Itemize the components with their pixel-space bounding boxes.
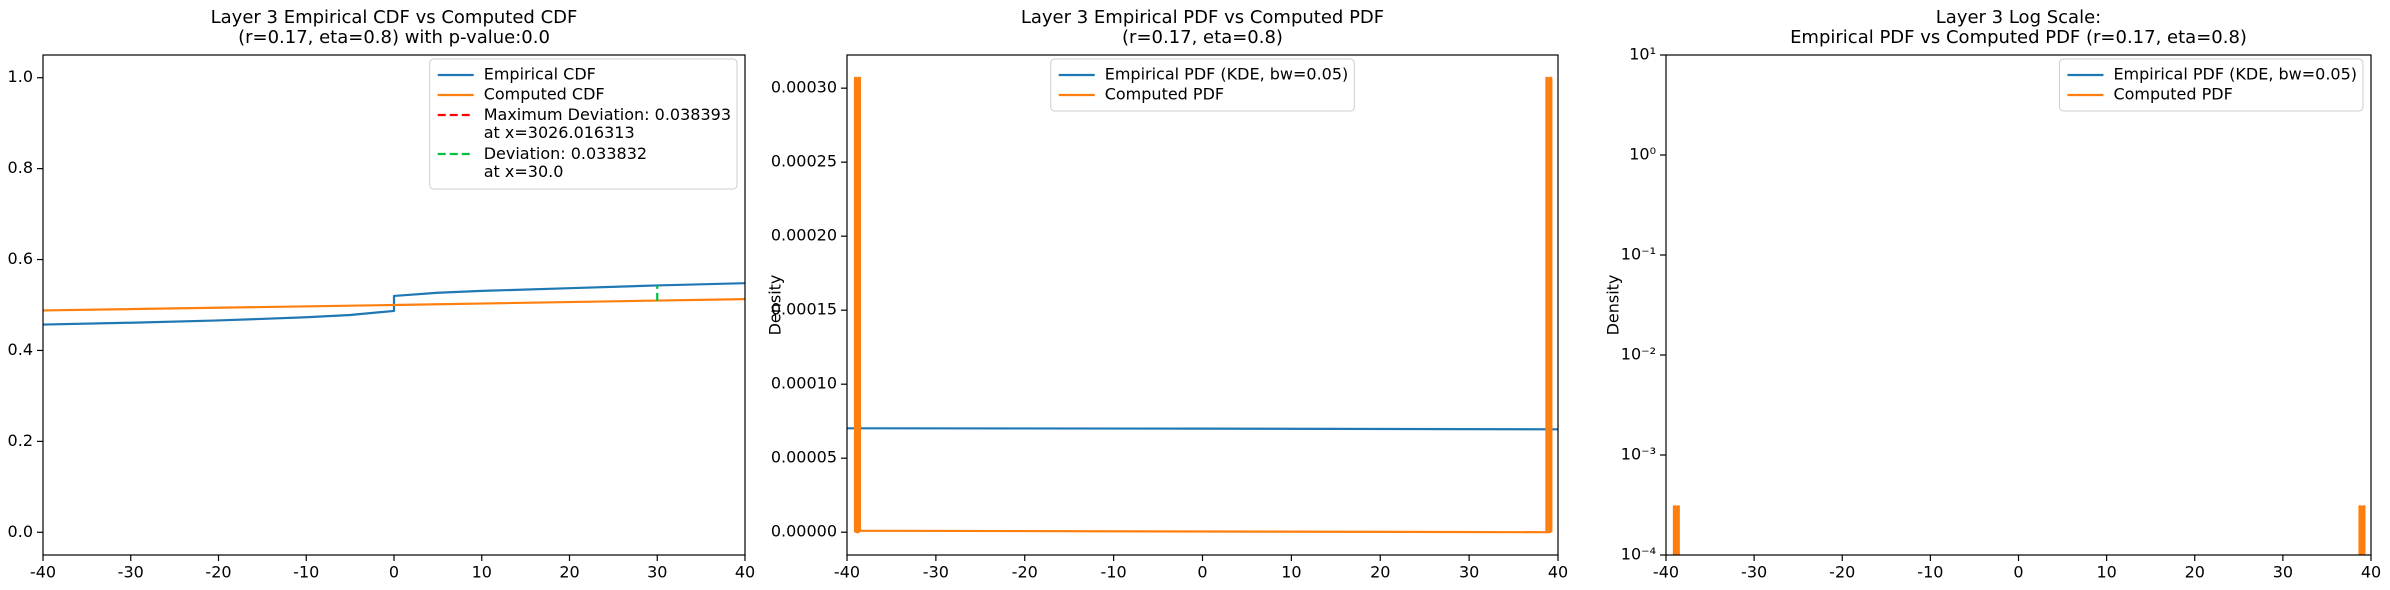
x-tick-label: -10: [293, 563, 319, 582]
legend-label: Empirical CDF: [484, 65, 596, 84]
y-tick-label: 0.00030: [771, 78, 837, 97]
y-tick-label: 10⁻³: [1621, 445, 1656, 464]
y-tick-label: 10⁻⁴: [1621, 545, 1656, 564]
x-tick-label: -40: [834, 563, 860, 582]
x-tick-label: 40: [1548, 563, 1568, 582]
legend: Empirical PDF (KDE, bw=0.05)Computed PDF: [2058, 58, 2364, 112]
legend-box: [2058, 58, 2364, 112]
chart-title: Layer 3 Log Scale: Empirical PDF vs Compu…: [1790, 7, 2247, 48]
x-tick-label: 20: [2185, 563, 2205, 582]
series-line: [43, 297, 745, 312]
y-tick-label: 0.00000: [771, 522, 837, 541]
legend-box: [429, 58, 738, 190]
subplot: Layer 3 Empirical CDF vs Computed CDF (r=…: [8, 7, 756, 582]
y-axis-label: Density: [766, 275, 785, 336]
subplot: Layer 3 Log Scale: Empirical PDF vs Compu…: [1604, 7, 2382, 582]
x-tick-label: 40: [735, 563, 755, 582]
x-tick-label: -30: [923, 563, 949, 582]
x-tick-label: 30: [647, 563, 667, 582]
y-tick-label: 0.6: [8, 249, 33, 268]
series-line: [853, 76, 1553, 534]
legend-label: Computed CDF: [484, 85, 605, 104]
chart-title: Layer 3 Empirical CDF vs Computed CDF (r=…: [211, 7, 578, 48]
x-tick-label: -20: [205, 563, 231, 582]
y-tick-label: 0.4: [8, 340, 33, 359]
legend-label: Empirical PDF (KDE, bw=0.05): [1105, 65, 1349, 84]
x-tick-label: 20: [559, 563, 579, 582]
y-tick-label: 0.00005: [771, 448, 837, 467]
axes-frame: [846, 54, 1559, 556]
y-tick-label: 1.0: [8, 67, 33, 86]
y-tick-label: 0.00025: [771, 152, 837, 171]
subplot: Layer 3 Empirical PDF vs Computed PDF (r=…: [766, 7, 1569, 582]
y-tick-label: 10¹: [1629, 45, 1656, 64]
y-tick-label: 0.00015: [771, 300, 837, 319]
y-tick-label: 0.00020: [771, 226, 837, 245]
legend-box: [1050, 58, 1355, 112]
x-tick-label: -40: [30, 563, 56, 582]
x-tick-label: 0: [1197, 563, 1207, 582]
y-tick-label: 0.2: [8, 431, 33, 450]
series-line: [43, 282, 745, 326]
x-tick-label: 40: [2361, 563, 2381, 582]
legend-label: Deviation: 0.033832 at x=30.0: [484, 144, 647, 181]
y-tick-label: 10⁻¹: [1621, 245, 1656, 264]
y-tick-label: 0.0: [8, 522, 33, 541]
x-tick-label: -40: [1653, 563, 1679, 582]
x-tick-label: -10: [1917, 563, 1943, 582]
chart-title: Layer 3 Empirical PDF vs Computed PDF (r=…: [1021, 7, 1384, 48]
x-tick-label: -20: [1829, 563, 1855, 582]
plot-area: [847, 76, 1558, 534]
x-tick-label: -30: [118, 563, 144, 582]
legend-label: Maximum Deviation: 0.038393 at x=3026.016…: [484, 105, 731, 142]
y-tick-label: 0.8: [8, 158, 33, 177]
legend: Empirical PDF (KDE, bw=0.05)Computed PDF: [1050, 58, 1355, 112]
x-tick-label: 10: [1281, 563, 1301, 582]
y-tick-label: 0.00010: [771, 374, 837, 393]
axes-frame: [42, 54, 746, 556]
x-tick-label: -10: [1101, 563, 1127, 582]
x-tick-label: 10: [2096, 563, 2116, 582]
plot-area: [43, 282, 745, 326]
x-tick-label: 10: [472, 563, 492, 582]
x-tick-label: 30: [1459, 563, 1479, 582]
x-tick-label: 20: [1370, 563, 1390, 582]
x-tick-label: -20: [1012, 563, 1038, 582]
series-line: [847, 427, 1558, 431]
y-tick-label: 10⁻²: [1621, 345, 1656, 364]
y-axis-label: Density: [1604, 275, 1623, 336]
x-tick-label: 0: [2013, 563, 2023, 582]
x-tick-label: -30: [1741, 563, 1767, 582]
x-tick-label: 0: [389, 563, 399, 582]
legend-label: Computed PDF: [1105, 85, 1224, 104]
legend-label: Empirical PDF (KDE, bw=0.05): [2113, 65, 2357, 84]
legend-label: Computed PDF: [2113, 85, 2232, 104]
axes-frame: [1665, 54, 2372, 556]
x-tick-label: 30: [2273, 563, 2293, 582]
y-tick-label: 10⁰: [1629, 145, 1656, 164]
